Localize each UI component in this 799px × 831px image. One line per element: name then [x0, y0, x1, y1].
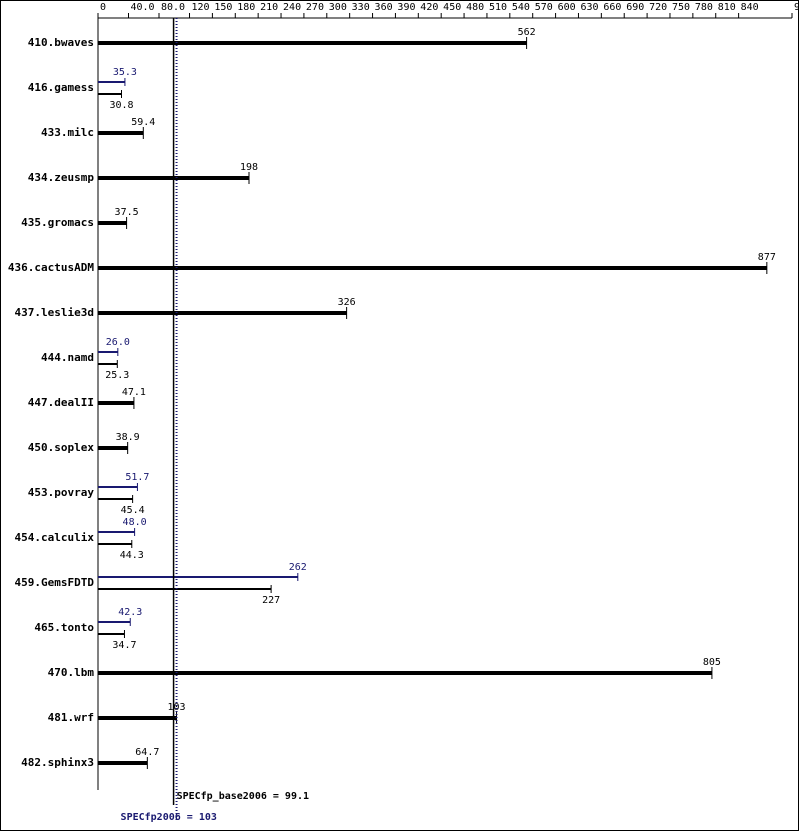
base-value-label: 34.7: [112, 640, 136, 651]
peak-value-label: 42.3: [118, 607, 142, 618]
x-tick-label: 450: [443, 2, 461, 13]
x-tick-label: 360: [375, 2, 393, 13]
x-tick-label: 510: [489, 2, 507, 13]
category-label: 434.zeusmp: [28, 171, 95, 184]
base-value-label: 37.5: [115, 207, 139, 218]
x-tick-label: 630: [580, 2, 598, 13]
reference-label: SPECfp_base2006 = 99.1: [177, 791, 309, 802]
x-tick-label: 690: [626, 2, 644, 13]
base-value-label: 562: [518, 27, 536, 38]
peak-value-label: 35.3: [113, 67, 137, 78]
x-tick-label: 780: [695, 2, 713, 13]
x-tick-label: 240: [283, 2, 301, 13]
category-label: 437.leslie3d: [15, 306, 94, 319]
x-tick-label: 270: [306, 2, 324, 13]
category-label: 447.dealII: [28, 396, 94, 409]
x-tick-label: 420: [420, 2, 438, 13]
x-tick-label: 910: [794, 2, 799, 13]
category-label: 454.calculix: [15, 531, 95, 544]
category-label: 410.bwaves: [28, 36, 94, 49]
category-label: 435.gromacs: [21, 216, 94, 229]
base-value-label: 64.7: [135, 747, 159, 758]
peak-value-label: 262: [289, 562, 307, 573]
category-label: 481.wrf: [48, 711, 94, 724]
peak-value-label: 26.0: [106, 337, 130, 348]
x-tick-label: 390: [397, 2, 415, 13]
peak-value-label: 48.0: [123, 517, 147, 528]
base-value-label: 227: [262, 595, 280, 606]
x-tick-label: 810: [718, 2, 736, 13]
category-label: 459.GemsFDTD: [15, 576, 95, 589]
category-label: 465.tonto: [34, 621, 94, 634]
base-value-label: 805: [703, 657, 721, 668]
base-value-label: 198: [240, 162, 258, 173]
x-tick-label: 720: [649, 2, 667, 13]
x-tick-label: 660: [603, 2, 621, 13]
x-tick-label: 150: [214, 2, 232, 13]
base-value-label: 44.3: [120, 550, 144, 561]
x-tick-label: 120: [192, 2, 210, 13]
reference-label: SPECfp2006 = 103: [121, 812, 217, 823]
base-value-label: 38.9: [116, 432, 140, 443]
x-tick-label: 750: [672, 2, 690, 13]
category-label: 444.namd: [41, 351, 94, 364]
base-value-label: 59.4: [131, 117, 155, 128]
category-label: 470.lbm: [48, 666, 95, 679]
x-tick-label: 300: [329, 2, 347, 13]
x-tick-label: 570: [535, 2, 553, 13]
base-value-label: 103: [168, 702, 186, 713]
base-value-label: 47.1: [122, 387, 146, 398]
x-tick-label: 600: [558, 2, 576, 13]
base-value-label: 30.8: [109, 100, 133, 111]
x-tick-label: 480: [466, 2, 484, 13]
base-value-label: 45.4: [121, 505, 145, 516]
x-tick-label: 180: [237, 2, 255, 13]
base-value-label: 25.3: [105, 370, 129, 381]
peak-value-label: 51.7: [125, 472, 149, 483]
category-label: 436.cactusADM: [8, 261, 94, 274]
category-label: 453.povray: [28, 486, 95, 499]
x-tick-label: 330: [352, 2, 370, 13]
x-tick-label: 540: [512, 2, 530, 13]
x-tick-label: 840: [741, 2, 759, 13]
x-tick-label: 210: [260, 2, 278, 13]
category-label: 416.gamess: [28, 81, 94, 94]
category-label: 450.soplex: [28, 441, 95, 454]
base-value-label: 326: [338, 297, 356, 308]
x-tick-label: 0: [100, 2, 106, 13]
x-tick-label: 80.0: [161, 2, 185, 13]
category-label: 482.sphinx3: [21, 756, 94, 769]
base-value-label: 877: [758, 252, 776, 263]
x-tick-label: 40.0: [131, 2, 155, 13]
category-label: 433.milc: [41, 126, 94, 139]
